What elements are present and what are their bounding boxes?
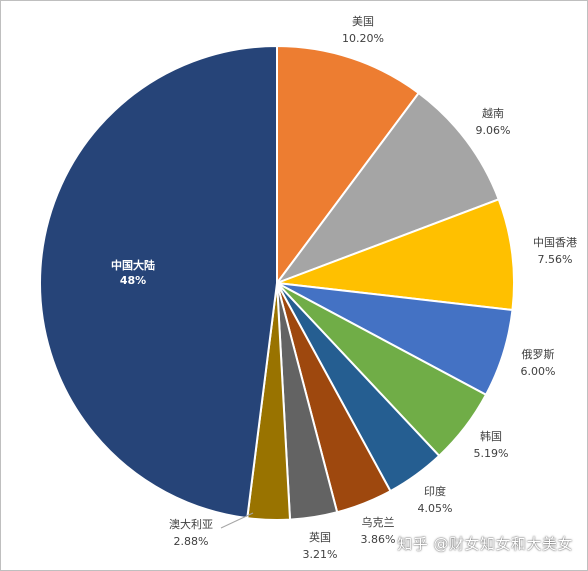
data-labels: 美国 10.20% 越南 9.06% 中国香港 7.56% 俄罗斯 6.00% 韩国 5.19% 印…: [111, 15, 577, 561]
slice-name-label: 英国: [309, 530, 331, 544]
leader-line: [220, 512, 254, 529]
pie-slice-1: [276, 44, 421, 287]
slice-name-label: 印度: [424, 484, 446, 498]
slice-value-label: 4.05%: [418, 502, 453, 515]
pie-slice-3: [276, 198, 515, 312]
slice-name-label: 俄罗斯: [522, 348, 555, 361]
slice-value-label: 9.06%: [476, 124, 511, 137]
pie-slice-10: [39, 44, 278, 520]
slice-value-label: 10.20%: [342, 32, 384, 45]
slice-value-label: 6.00%: [521, 365, 556, 378]
slice-value-label: 3.21%: [303, 548, 338, 561]
slice-name-label: 韩国: [480, 429, 502, 443]
slice-value-label: 7.56%: [538, 253, 573, 266]
slice-name-label: 美国: [352, 15, 374, 28]
slice-value-label: 2.88%: [174, 535, 209, 548]
watermark: 知乎 @财女知女和大美女: [397, 535, 573, 553]
slice-name-label: 越南: [482, 106, 504, 120]
slice-name-label: 澳大利亚: [169, 517, 213, 531]
slice-value-label: 48%: [120, 274, 146, 287]
pie-slice-2: [274, 91, 501, 286]
slice-name-label: 中国香港: [533, 236, 577, 249]
pie-slices: [39, 44, 515, 521]
slice-name-label: 中国大陆: [111, 258, 155, 272]
slice-value-label: 5.19%: [474, 447, 509, 460]
slice-name-label: 乌克兰: [362, 515, 395, 529]
leader-lines: [220, 512, 254, 529]
slice-value-label: 3.86%: [361, 533, 396, 546]
